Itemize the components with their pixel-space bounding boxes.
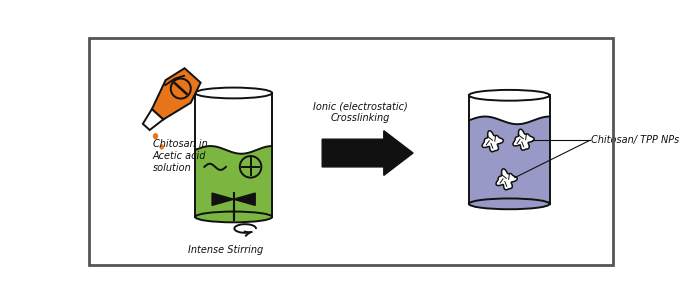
Ellipse shape [195, 212, 272, 222]
Text: Chitosan/ TPP NPs: Chitosan/ TPP NPs [591, 135, 680, 146]
Ellipse shape [160, 144, 164, 150]
Text: Chitosan in
Acetic acid
solution: Chitosan in Acetic acid solution [153, 140, 208, 173]
Polygon shape [196, 150, 271, 217]
Polygon shape [513, 129, 534, 150]
Polygon shape [196, 93, 271, 150]
Polygon shape [470, 95, 549, 120]
Polygon shape [212, 193, 234, 206]
Polygon shape [152, 68, 201, 119]
Polygon shape [142, 109, 163, 130]
Text: Ionic (electrostatic)
Crosslinking: Ionic (electrostatic) Crosslinking [313, 101, 408, 123]
Ellipse shape [469, 90, 550, 101]
Polygon shape [470, 120, 549, 204]
Polygon shape [482, 131, 503, 152]
Text: Intense Stirring: Intense Stirring [188, 245, 264, 255]
Ellipse shape [469, 199, 550, 209]
Polygon shape [322, 131, 413, 176]
Polygon shape [496, 169, 517, 190]
Ellipse shape [195, 88, 272, 98]
Polygon shape [234, 193, 256, 206]
Ellipse shape [153, 133, 158, 139]
